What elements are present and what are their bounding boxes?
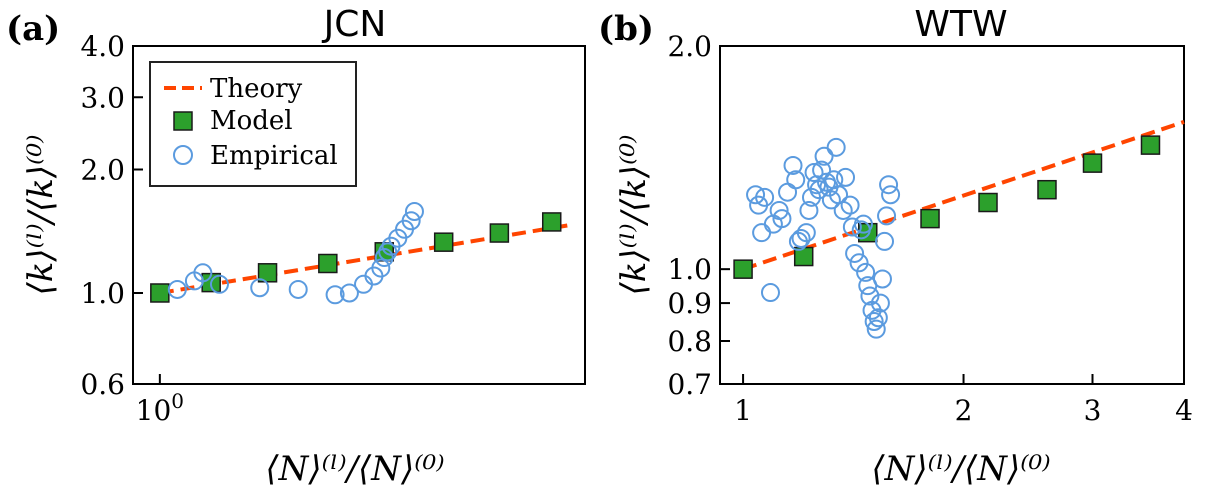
legend-theory-label: Theory (210, 74, 303, 104)
empirical-point (849, 253, 869, 273)
empirical-point (812, 160, 832, 180)
empirical-point (856, 262, 876, 282)
x-tick-label: 2 (955, 394, 973, 427)
x-tick-label: 4 (1175, 394, 1193, 427)
empirical-point (866, 319, 886, 339)
empirical-point (786, 170, 806, 190)
model-point (1082, 153, 1103, 173)
x-tick-exponent: 0 (171, 389, 184, 413)
theory-line (159, 222, 575, 295)
empirical-point (868, 308, 888, 328)
empirical-point (209, 274, 229, 294)
empirical-point (778, 182, 798, 202)
x-tick-label: 1 (734, 394, 752, 427)
empirical-point (791, 228, 811, 248)
x-tick-label: 3 (1084, 394, 1102, 427)
model-point (920, 208, 940, 229)
empirical-point (371, 258, 391, 278)
y-tick-label: 0.6 (80, 368, 125, 401)
empirical-point (879, 175, 899, 195)
empirical-point (167, 279, 187, 299)
empirical-point (799, 200, 819, 220)
y-tick-label: 0.7 (667, 368, 712, 401)
y-tick-label: 1.0 (667, 253, 712, 286)
empirical-point (845, 243, 865, 263)
legend: Theory Model Empirical (149, 61, 357, 187)
empirical-point (760, 283, 780, 303)
y-tick-label: 1.0 (80, 277, 125, 310)
model-point (733, 259, 753, 279)
empirical-point (796, 223, 816, 243)
empirical-point (836, 167, 856, 187)
x-tick-label: 100 (136, 389, 184, 427)
theory-line (742, 119, 1185, 272)
panel-b-xlabel: ⟨N⟩⁽ˡ⁾/⟨N⟩⁽⁰⁾ (871, 449, 1050, 489)
model-point (1140, 135, 1161, 155)
empirical-point (746, 185, 766, 205)
plot-frame (132, 45, 586, 385)
y-tick-label: 0.9 (667, 287, 712, 320)
empirical-point (193, 263, 213, 283)
y-tick-label: 2.0 (80, 153, 125, 186)
legend-empirical-label: Empirical (210, 141, 338, 171)
empirical-point (404, 201, 424, 221)
empirical-point (826, 137, 846, 157)
y-tick-label: 2.0 (667, 30, 712, 63)
empirical-point (872, 269, 892, 289)
y-tick-label: 0.8 (667, 325, 712, 358)
y-tick-label: 3.0 (80, 81, 125, 114)
model-point (257, 263, 278, 283)
empirical-point (325, 285, 345, 305)
empirical-point (339, 283, 359, 303)
panel-a-ylabel: ⟨k⟩⁽ˡ⁾/⟨k⟩⁽⁰⁾ (21, 134, 61, 295)
panel-a-label: (a) (6, 9, 60, 49)
model-point (433, 232, 454, 252)
panel-b-title: WTW (914, 4, 1007, 45)
panel-a-xlabel: ⟨N⟩⁽ˡ⁾/⟨N⟩⁽⁰⁾ (265, 449, 444, 489)
legend-model-swatch (173, 111, 193, 131)
empirical-point (842, 217, 862, 237)
empirical-point (401, 211, 421, 231)
empirical-point (814, 146, 834, 166)
empirical-point (804, 163, 824, 183)
model-point (1037, 179, 1057, 200)
model-point (978, 192, 998, 213)
empirical-point (772, 209, 792, 229)
empirical-point (840, 195, 860, 215)
empirical-point (288, 279, 308, 299)
empirical-point (755, 187, 775, 207)
empirical-point (860, 286, 880, 306)
model-point (150, 283, 170, 303)
empirical-point (881, 185, 901, 205)
model-point (541, 212, 562, 232)
model-point (318, 253, 338, 274)
legend-model-label: Model (210, 106, 293, 136)
panel-b: (b) WTW 1 2 3 4 0.7 0.8 0.91.0 2.0 ⟨N⟩⁽ˡ⁾/⟨N⟩⁽⁰… (598, 4, 1193, 489)
empirical-point (875, 231, 895, 251)
empirical-point (877, 206, 897, 226)
empirical-point (864, 311, 884, 331)
panel-b-label: (b) (598, 9, 654, 49)
y-tick-label: 4.0 (80, 30, 125, 63)
empirical-point (752, 223, 772, 243)
empirical-point (783, 155, 803, 175)
legend-empirical-swatch (173, 145, 193, 165)
empirical-point (769, 200, 789, 220)
panel-b-plot-area: 1 2 3 4 0.7 0.8 0.91.0 2.0 (667, 30, 1192, 427)
plot-frame (719, 45, 1185, 385)
empirical-point (870, 293, 890, 313)
panel-a: (a) JCN 100 0.6 1.0 2.0 3.0 4.0 ⟨N⟩⁽ˡ⁾/⟨N⟩⁽⁰⁾… (6, 4, 586, 489)
panel-b-ylabel: ⟨k⟩⁽ˡ⁾/⟨k⟩⁽⁰⁾ (614, 134, 654, 295)
model-point (489, 223, 510, 243)
empirical-point (853, 214, 873, 234)
panel-a-title: JCN (322, 4, 387, 45)
empirical-point (250, 278, 270, 298)
